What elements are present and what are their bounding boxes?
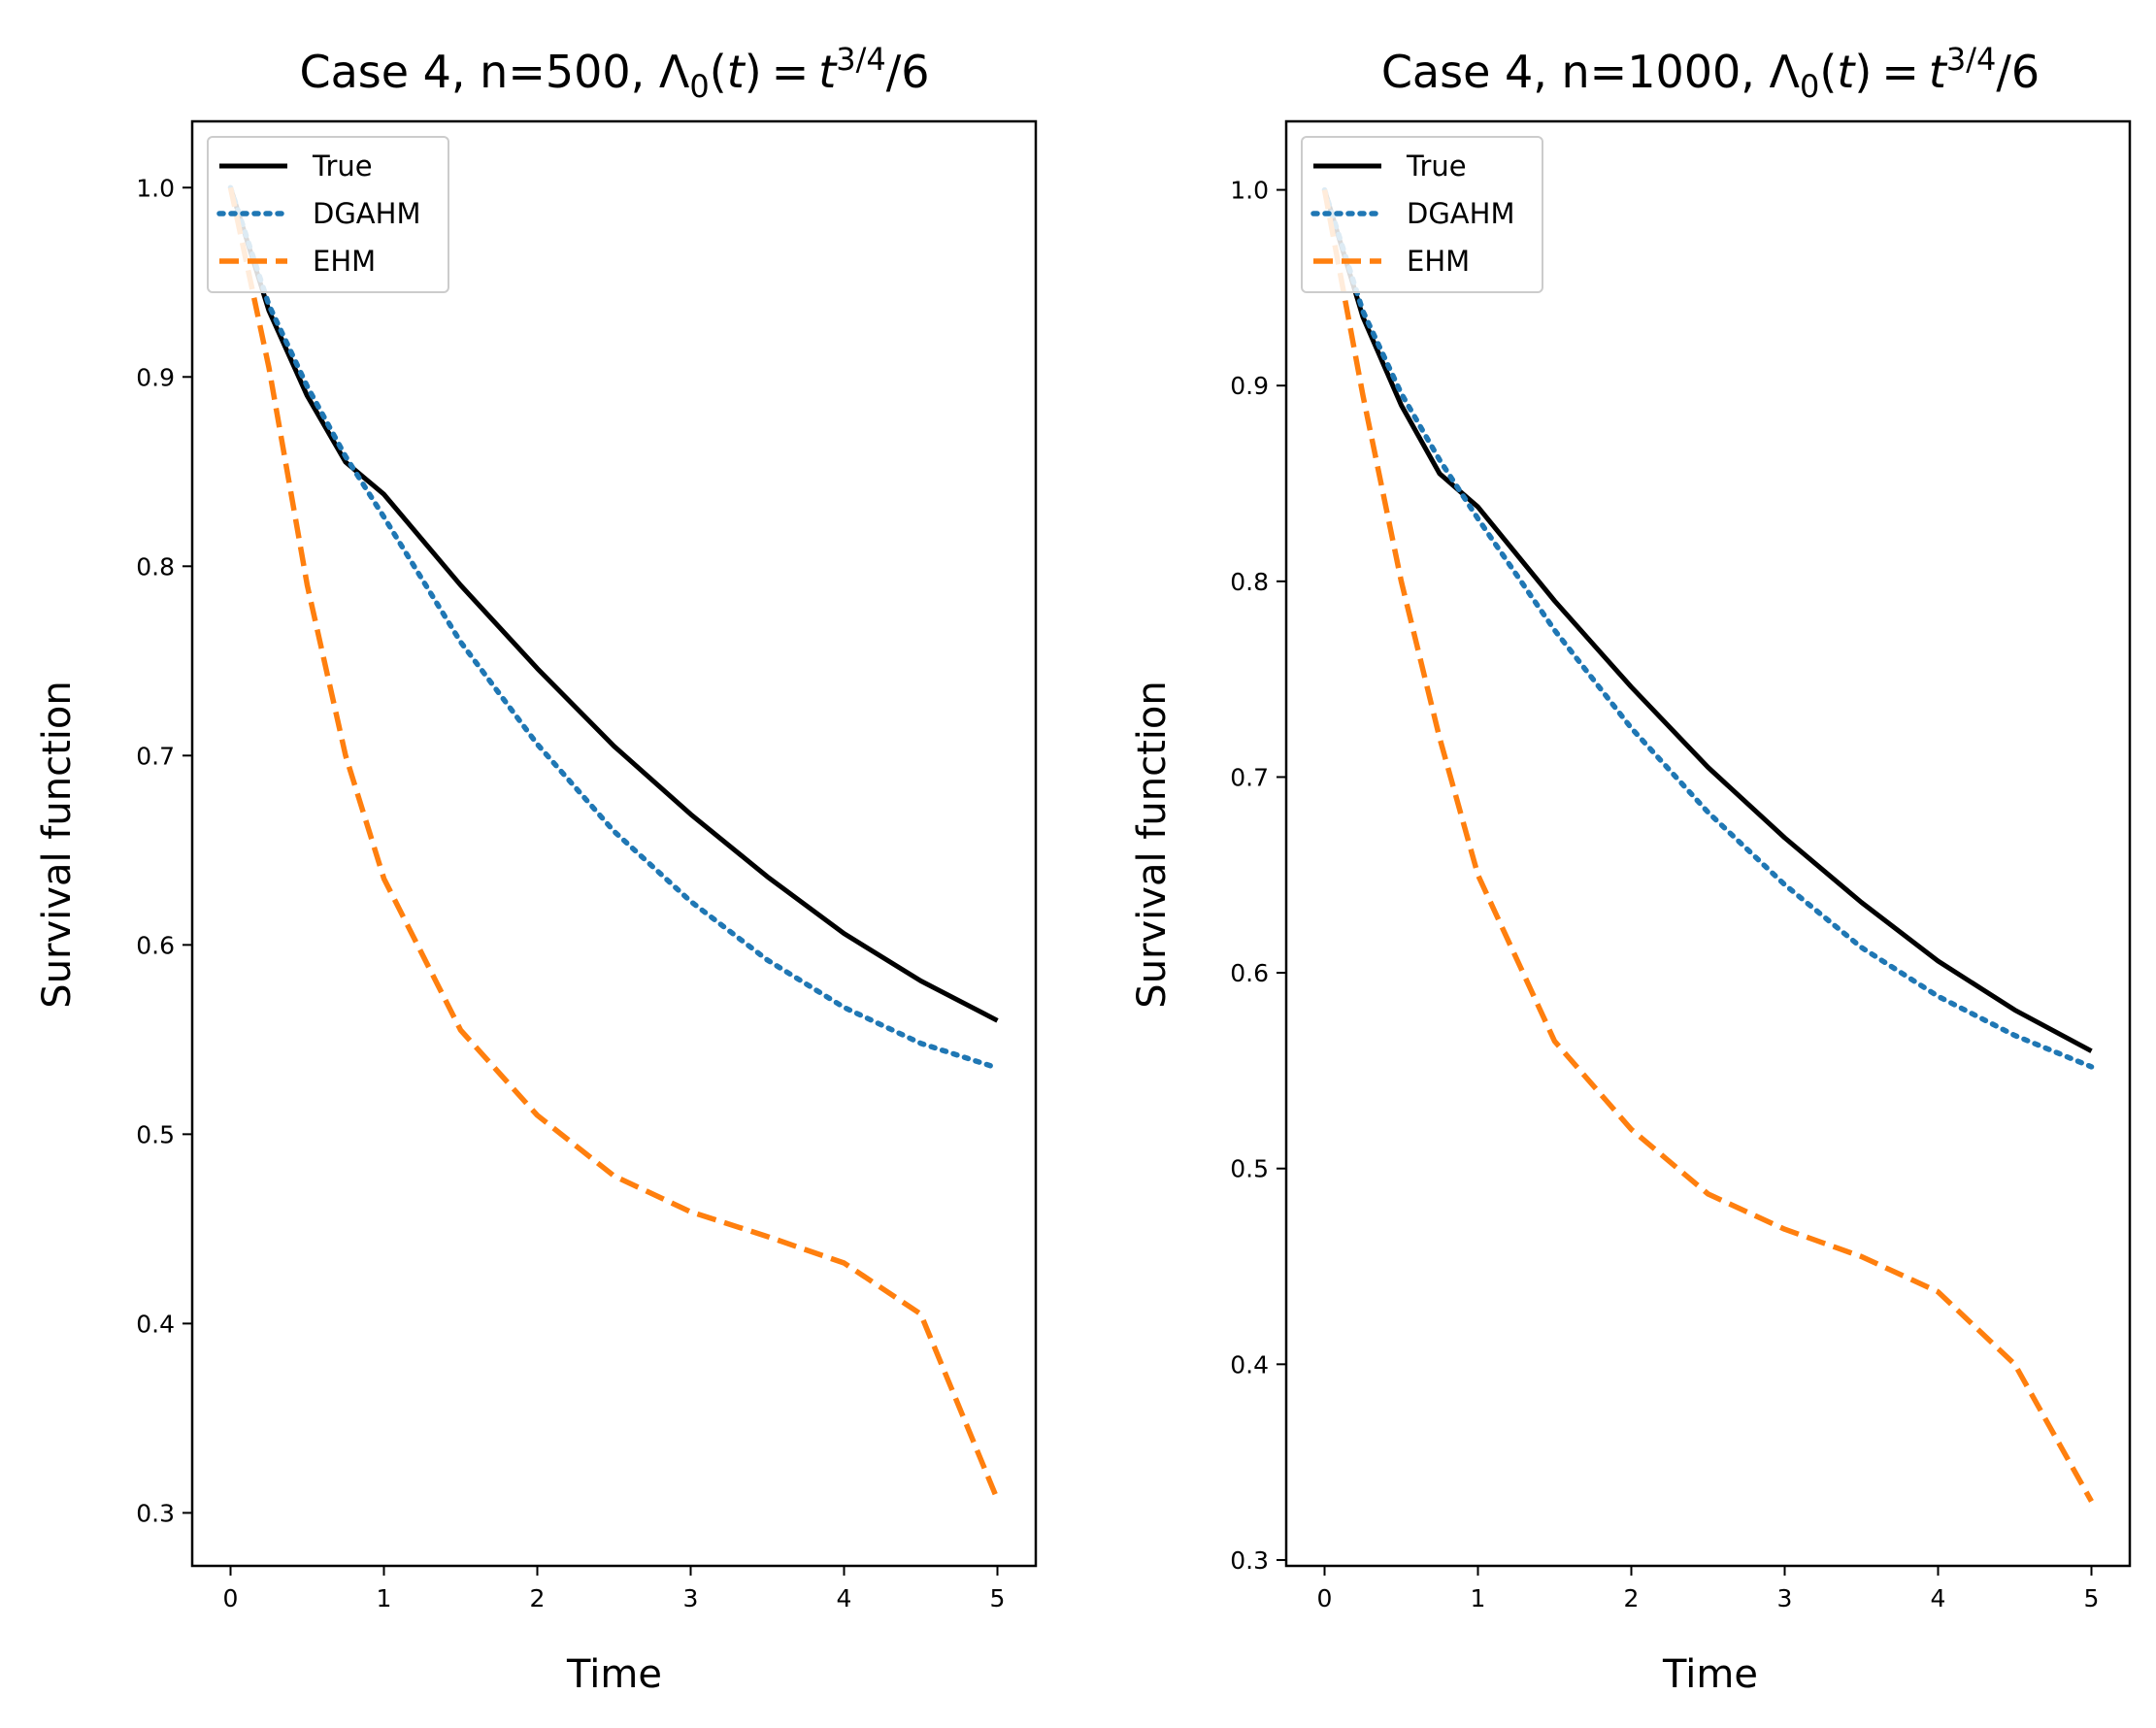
lambda-symbol: Λ: [659, 46, 690, 98]
y-tick-label: 0.5: [1230, 1155, 1269, 1183]
y-tick-label: 0.9: [136, 363, 175, 391]
title-base: t: [818, 46, 838, 98]
title-exponent: 3/4: [836, 41, 886, 78]
x-tick-label: 2: [530, 1584, 546, 1612]
series-line-ehm: [1321, 189, 2094, 1503]
y-axis-label: Survival function: [35, 681, 80, 1008]
x-tick-label: 1: [1471, 1584, 1486, 1612]
y-tick-label: 0.5: [136, 1120, 175, 1148]
plot-area: [227, 184, 1001, 1501]
y-tick-label: 0.9: [1230, 372, 1269, 400]
y-tick-label: 0.7: [136, 742, 175, 770]
chart-title: Case 4, n=1000, Λ0(t) = t3/4/6: [1381, 41, 2040, 105]
x-tick-label: 1: [377, 1584, 392, 1612]
y-tick-label: 1.0: [136, 174, 175, 202]
legend-label-true: True: [1406, 150, 1467, 183]
y-tick-label: 0.6: [136, 931, 175, 959]
x-tick-label: 0: [1317, 1584, 1333, 1612]
y-tick-label: 0.3: [136, 1499, 175, 1527]
title-suffix: /6: [886, 46, 930, 98]
x-tick-label: 4: [837, 1584, 852, 1612]
legend-label-ehm: EHM: [313, 245, 376, 278]
y-tick-label: 0.8: [136, 552, 175, 581]
lambda-subscript: 0: [689, 68, 709, 105]
chart-title: Case 4, n=500, Λ0(t) = t3/4/6: [299, 41, 929, 105]
title-base: t: [1929, 46, 1948, 98]
legend: True DGAHM EHM: [207, 136, 449, 293]
y-axis-ticks: 0.3 0.4 0.5 0.6 0.7 0.8 0.9 1.0: [136, 174, 192, 1527]
title-equals: =: [772, 46, 810, 98]
plot-area: [1321, 186, 2095, 1503]
y-axis-ticks: 0.3 0.4 0.5 0.6 0.7 0.8 0.9 1.0: [1230, 177, 1286, 1575]
title-var: t: [727, 46, 746, 98]
y-tick-label: 0.8: [1230, 568, 1269, 596]
series-line-true: [1322, 188, 2093, 1053]
title-exponent: 3/4: [1946, 41, 1997, 78]
title-prefix: Case 4, n=1000,: [1381, 46, 1770, 98]
y-tick-label: 0.4: [1230, 1350, 1269, 1379]
title-paren: ): [745, 46, 762, 98]
title-suffix: /6: [1996, 46, 2040, 98]
x-tick-label: 2: [1624, 1584, 1640, 1612]
x-tick-label: 0: [223, 1584, 239, 1612]
y-tick-label: 1.0: [1230, 177, 1269, 205]
title-equals: =: [1881, 46, 1919, 98]
axes-frame: [1284, 119, 2132, 1568]
series-line-ehm: [227, 186, 1001, 1501]
legend-label-ehm: EHM: [1407, 245, 1470, 278]
legend: True DGAHM EHM: [1301, 136, 1543, 293]
y-tick-label: 0.6: [1230, 959, 1269, 987]
x-axis-ticks: 0 1 2 3 4 5: [223, 1566, 1006, 1612]
title-paren: ): [1854, 46, 1872, 98]
lambda-subscript: 0: [1800, 68, 1819, 105]
x-axis-label: Time: [566, 1652, 662, 1697]
series-line-dgahm: [227, 184, 1001, 1071]
y-axis-label: Survival function: [1130, 681, 1175, 1008]
x-tick-label: 5: [2084, 1584, 2100, 1612]
y-tick-label: 0.3: [1230, 1546, 1269, 1575]
lambda-symbol: Λ: [1770, 46, 1801, 98]
title-var: t: [1837, 46, 1856, 98]
x-axis-ticks: 0 1 2 3 4 5: [1317, 1566, 2100, 1612]
legend-label-dgahm: DGAHM: [313, 197, 420, 230]
x-tick-label: 4: [1931, 1584, 1946, 1612]
y-tick-label: 0.4: [136, 1310, 175, 1338]
legend-label-dgahm: DGAHM: [1407, 197, 1514, 230]
axes-frame: [190, 119, 1038, 1568]
title-arg: (: [710, 46, 727, 98]
y-tick-label: 0.7: [1230, 763, 1269, 791]
legend-label-true: True: [312, 150, 373, 183]
x-tick-label: 3: [1777, 1584, 1793, 1612]
x-tick-label: 5: [990, 1584, 1006, 1612]
x-tick-label: 3: [683, 1584, 699, 1612]
series-line-true: [228, 186, 999, 1023]
title-prefix: Case 4, n=500,: [299, 46, 658, 98]
x-axis-label: Time: [1662, 1652, 1758, 1697]
title-arg: (: [1819, 46, 1837, 98]
legend-box: [207, 136, 449, 293]
legend-box: [1301, 136, 1543, 293]
